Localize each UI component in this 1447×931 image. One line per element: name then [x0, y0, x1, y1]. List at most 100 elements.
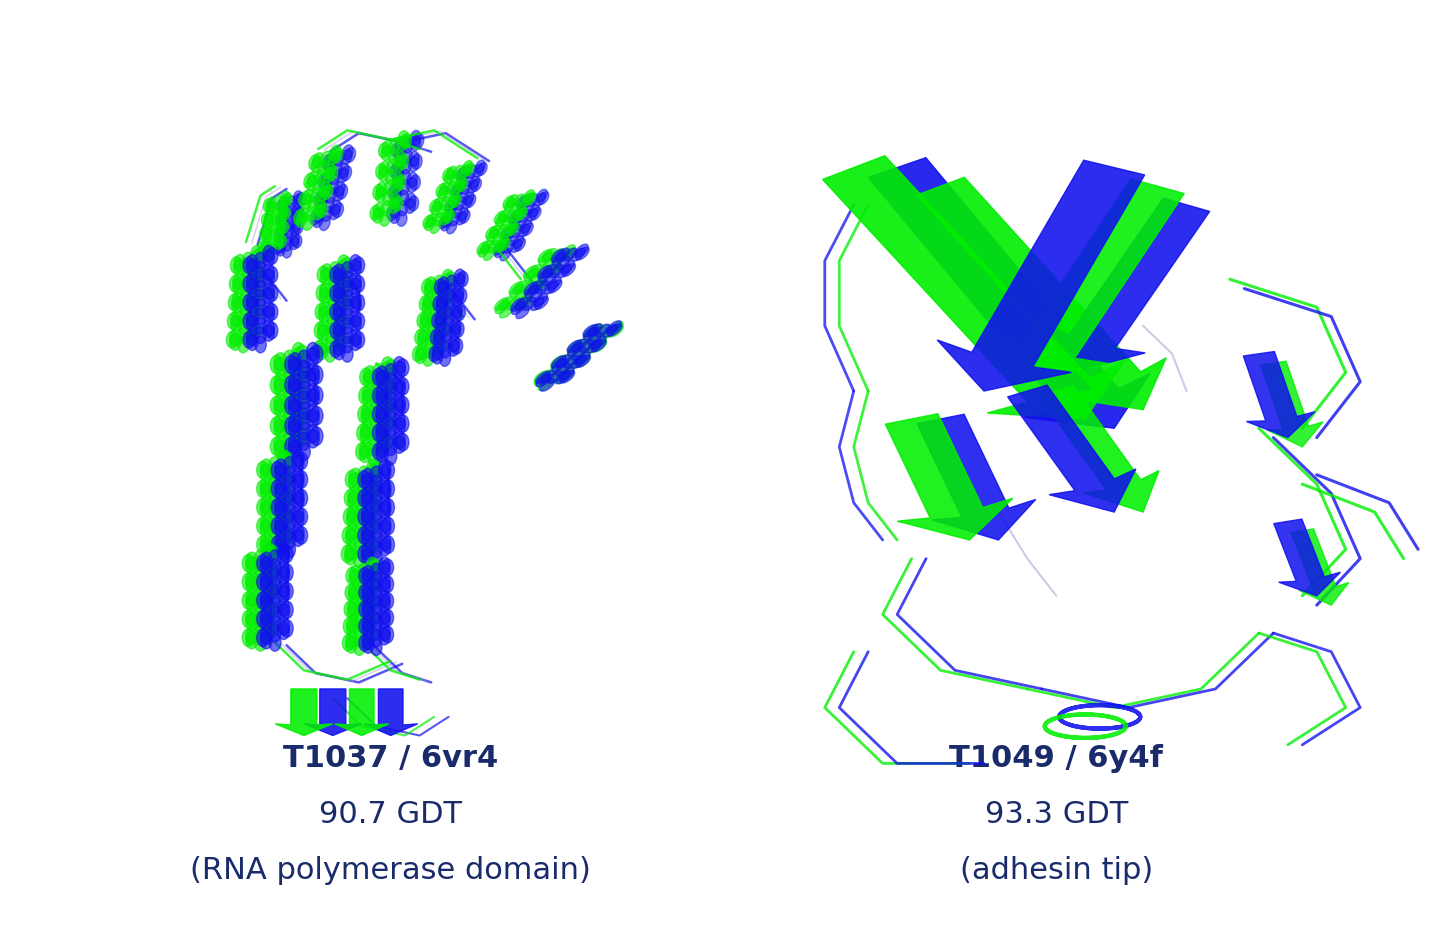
Ellipse shape — [350, 330, 362, 346]
Ellipse shape — [444, 170, 454, 183]
Ellipse shape — [556, 249, 569, 261]
Ellipse shape — [341, 257, 353, 274]
Ellipse shape — [233, 259, 245, 276]
Ellipse shape — [317, 195, 327, 209]
Ellipse shape — [368, 518, 379, 535]
Ellipse shape — [310, 366, 323, 384]
Ellipse shape — [281, 207, 291, 221]
Ellipse shape — [269, 560, 281, 576]
Ellipse shape — [489, 225, 501, 238]
Ellipse shape — [305, 207, 317, 222]
Ellipse shape — [450, 213, 460, 226]
Ellipse shape — [522, 298, 537, 310]
Ellipse shape — [559, 368, 573, 380]
Ellipse shape — [379, 557, 391, 573]
Ellipse shape — [292, 347, 305, 366]
Ellipse shape — [370, 541, 382, 558]
Ellipse shape — [355, 614, 366, 630]
Ellipse shape — [258, 240, 268, 254]
Ellipse shape — [385, 420, 396, 437]
Ellipse shape — [496, 214, 506, 226]
Ellipse shape — [273, 419, 287, 438]
Ellipse shape — [512, 236, 524, 249]
Ellipse shape — [537, 189, 547, 202]
Ellipse shape — [271, 417, 284, 435]
Ellipse shape — [308, 197, 318, 212]
Ellipse shape — [383, 180, 395, 195]
Ellipse shape — [535, 374, 551, 387]
Ellipse shape — [511, 302, 525, 315]
Ellipse shape — [271, 217, 279, 230]
Ellipse shape — [317, 285, 328, 302]
Ellipse shape — [256, 611, 269, 627]
Ellipse shape — [357, 466, 370, 483]
Ellipse shape — [379, 519, 391, 537]
Ellipse shape — [608, 325, 624, 337]
Ellipse shape — [246, 254, 258, 272]
Ellipse shape — [260, 459, 272, 477]
Ellipse shape — [356, 442, 368, 460]
Ellipse shape — [517, 305, 530, 318]
Ellipse shape — [560, 371, 574, 383]
Ellipse shape — [454, 181, 464, 194]
Ellipse shape — [389, 138, 401, 153]
Ellipse shape — [453, 186, 463, 199]
Ellipse shape — [444, 291, 456, 308]
Ellipse shape — [333, 268, 344, 285]
Ellipse shape — [427, 325, 437, 341]
Ellipse shape — [313, 205, 324, 220]
Ellipse shape — [273, 236, 284, 250]
Ellipse shape — [273, 414, 287, 433]
Ellipse shape — [389, 194, 401, 209]
Ellipse shape — [249, 269, 260, 286]
Ellipse shape — [543, 264, 556, 277]
Ellipse shape — [263, 283, 275, 300]
Ellipse shape — [310, 407, 323, 425]
Text: T1049 / 6y4f: T1049 / 6y4f — [949, 744, 1163, 774]
Ellipse shape — [547, 277, 561, 290]
Ellipse shape — [278, 454, 289, 472]
Ellipse shape — [256, 480, 269, 497]
Ellipse shape — [438, 290, 450, 306]
Ellipse shape — [499, 297, 512, 310]
Text: T1037 / 6vr4: T1037 / 6vr4 — [284, 744, 498, 774]
Ellipse shape — [246, 608, 258, 626]
FancyArrow shape — [1007, 385, 1136, 512]
Ellipse shape — [360, 368, 372, 385]
Ellipse shape — [441, 211, 451, 224]
Ellipse shape — [263, 561, 275, 579]
Ellipse shape — [518, 293, 532, 306]
Ellipse shape — [457, 271, 469, 287]
Ellipse shape — [343, 145, 353, 160]
Ellipse shape — [269, 522, 281, 539]
Ellipse shape — [275, 533, 287, 551]
Ellipse shape — [292, 205, 301, 218]
Ellipse shape — [288, 398, 301, 417]
Ellipse shape — [370, 572, 382, 588]
Ellipse shape — [349, 473, 360, 491]
Ellipse shape — [331, 148, 343, 163]
Ellipse shape — [284, 532, 295, 548]
Ellipse shape — [239, 308, 250, 325]
Ellipse shape — [437, 303, 449, 318]
Ellipse shape — [307, 384, 320, 402]
Ellipse shape — [514, 289, 528, 302]
Ellipse shape — [260, 613, 272, 630]
Ellipse shape — [341, 299, 353, 316]
Ellipse shape — [373, 184, 383, 199]
Ellipse shape — [450, 195, 462, 208]
Ellipse shape — [333, 305, 344, 323]
Ellipse shape — [514, 194, 525, 207]
Ellipse shape — [298, 371, 310, 389]
Ellipse shape — [256, 499, 269, 516]
Ellipse shape — [366, 459, 379, 477]
Ellipse shape — [307, 368, 320, 386]
Ellipse shape — [292, 506, 304, 523]
Ellipse shape — [407, 178, 417, 193]
Ellipse shape — [504, 224, 515, 237]
Ellipse shape — [519, 195, 531, 208]
Ellipse shape — [359, 445, 372, 463]
Ellipse shape — [447, 196, 457, 209]
FancyArrow shape — [304, 689, 362, 735]
Ellipse shape — [334, 330, 346, 346]
